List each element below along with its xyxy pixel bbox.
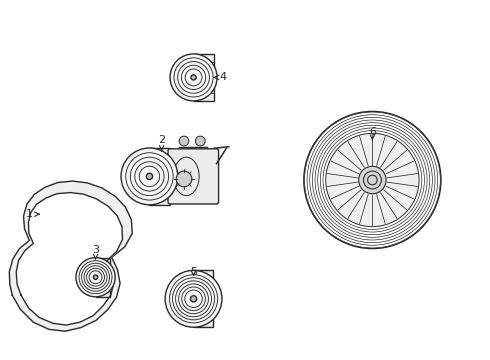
Circle shape: [170, 54, 217, 101]
Bar: [194, 270, 213, 327]
FancyBboxPatch shape: [168, 149, 219, 204]
Circle shape: [147, 173, 152, 180]
Circle shape: [191, 75, 196, 80]
Bar: [149, 148, 170, 205]
Circle shape: [359, 166, 386, 194]
Text: 5: 5: [190, 267, 197, 277]
Text: 2: 2: [158, 135, 165, 151]
Polygon shape: [9, 181, 132, 331]
Circle shape: [196, 136, 205, 146]
Circle shape: [368, 175, 377, 185]
Circle shape: [176, 171, 192, 187]
Text: 1: 1: [26, 209, 39, 219]
Text: 3: 3: [92, 245, 99, 259]
Circle shape: [326, 133, 419, 227]
Bar: [96, 258, 110, 297]
Circle shape: [165, 270, 222, 327]
Text: 6: 6: [369, 127, 376, 140]
Circle shape: [76, 258, 115, 297]
Circle shape: [364, 171, 381, 189]
Circle shape: [179, 136, 189, 146]
Circle shape: [191, 296, 196, 302]
Text: 4: 4: [214, 72, 226, 82]
Circle shape: [94, 275, 98, 279]
Bar: [194, 54, 214, 101]
Circle shape: [121, 148, 178, 205]
Polygon shape: [16, 193, 122, 325]
